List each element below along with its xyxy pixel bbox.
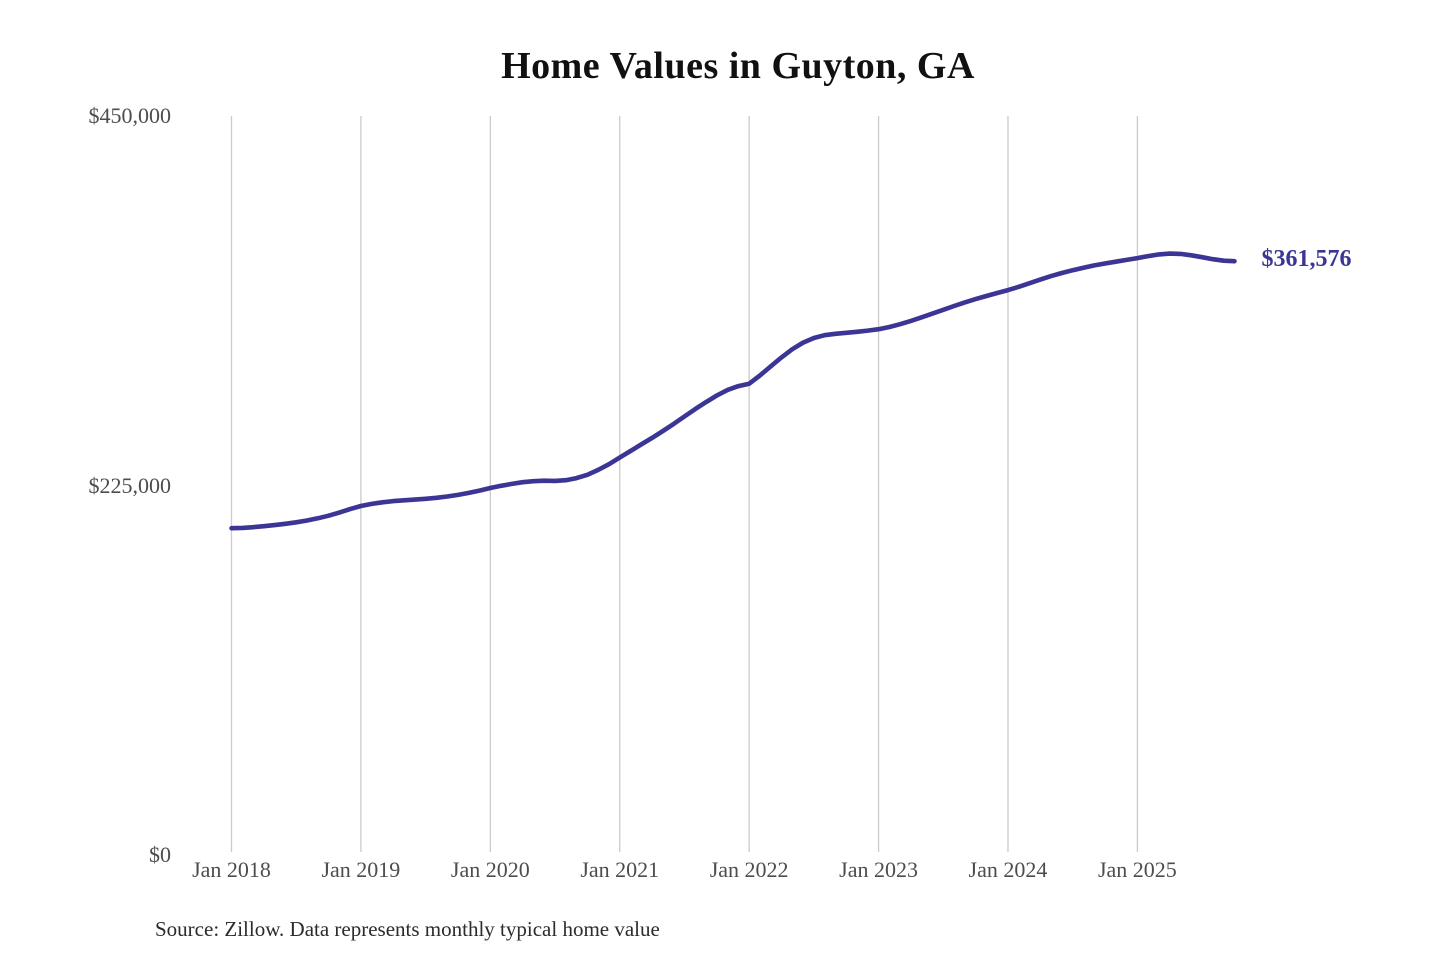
- home-value-series-line: [229, 251, 1237, 531]
- x-tick-label: Jan 2021: [580, 857, 660, 882]
- y-tick-label: $0: [149, 842, 171, 867]
- source-note: Source: Zillow. Data represents monthly …: [155, 917, 660, 941]
- x-tick-label: Jan 2023: [839, 857, 918, 882]
- x-tick-label: Jan 2022: [709, 857, 789, 882]
- x-tick-label: Jan 2018: [192, 857, 271, 882]
- x-tick-label: Jan 2019: [321, 857, 401, 882]
- chart-title: Home Values in Guyton, GA: [501, 45, 975, 87]
- y-tick-label: $450,000: [88, 103, 172, 128]
- x-tick-label: Jan 2020: [450, 857, 530, 882]
- x-tick-label: Jan 2024: [968, 857, 1048, 882]
- latest-value-label: $361,576: [1261, 246, 1352, 273]
- x-tick-label: Jan 2025: [1097, 857, 1177, 882]
- y-tick-label: $225,000: [88, 472, 172, 498]
